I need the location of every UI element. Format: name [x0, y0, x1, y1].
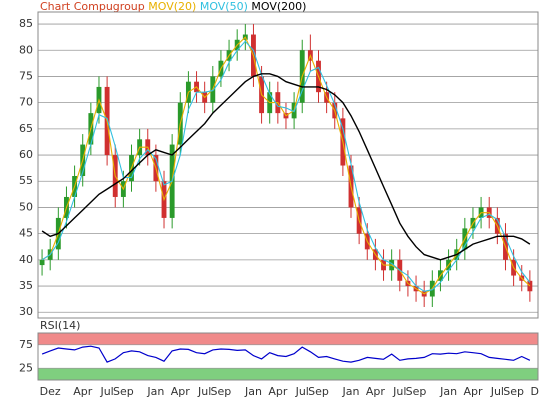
x-tick-label: Jul [99, 385, 113, 398]
x-tick-label: Apr [268, 385, 288, 398]
y-tick-label: 75 [19, 69, 33, 82]
y-tick-label: 75 [19, 338, 33, 351]
y-tick-label: 40 [19, 253, 33, 266]
x-tick-label: Jul [392, 385, 406, 398]
legend-entry: MOV(20) [148, 0, 196, 13]
candle-body [39, 259, 45, 266]
y-tick-label: 50 [19, 200, 33, 213]
rsi-band [38, 333, 538, 345]
candle-body [527, 280, 533, 292]
y-tick-label: 70 [19, 96, 33, 109]
legend-entry: MOV(200) [251, 0, 306, 13]
x-tick-label: Sep [211, 385, 232, 398]
y-tick-label: 60 [19, 148, 33, 161]
chart-header: Chart Compugroup MOV(20) MOV(50) MOV(200… [40, 0, 306, 13]
x-tick-label: Apr [171, 385, 191, 398]
x-tick-label: Sep [406, 385, 427, 398]
y-tick-label: 65 [19, 122, 33, 135]
moving-average-line [41, 40, 531, 292]
y-tick-label: 30 [19, 305, 33, 318]
x-tick-label: Sep [503, 385, 524, 398]
y-tick-label: 55 [19, 174, 33, 187]
x-tick-label: Jul [295, 385, 309, 398]
x-tick-label: Apr [366, 385, 386, 398]
x-tick-label: Apr [463, 385, 483, 398]
plot-frame [37, 11, 539, 319]
x-tick-label: Jan [342, 385, 360, 398]
x-tick-label: Jan [146, 385, 164, 398]
y-tick-label: 80 [19, 43, 33, 56]
x-tick-label: Apr [73, 385, 93, 398]
y-tick-label: 45 [19, 227, 33, 240]
y-tick-label: 85 [19, 17, 33, 30]
x-tick-label: Jan [244, 385, 262, 398]
x-tick-label: Jul [197, 385, 211, 398]
y-tick-label: 25 [19, 361, 33, 374]
x-tick-label: Sep [113, 385, 134, 398]
moving-average-line [41, 73, 531, 261]
rsi-band [38, 368, 538, 380]
x-tick-label: Dez [40, 385, 61, 398]
rsi-line [41, 345, 531, 363]
plot-frame [37, 332, 539, 381]
chart-title: Chart Compugroup [40, 0, 145, 13]
legend-entry: MOV(50) [200, 0, 248, 13]
x-tick-label: D [531, 385, 539, 398]
x-tick-label: Jan [439, 385, 457, 398]
y-tick-label: 35 [19, 279, 33, 292]
x-tick-label: Jul [490, 385, 504, 398]
moving-average-line [41, 36, 531, 295]
x-tick-label: Sep [308, 385, 329, 398]
rsi-title: RSI(14) [40, 319, 80, 332]
